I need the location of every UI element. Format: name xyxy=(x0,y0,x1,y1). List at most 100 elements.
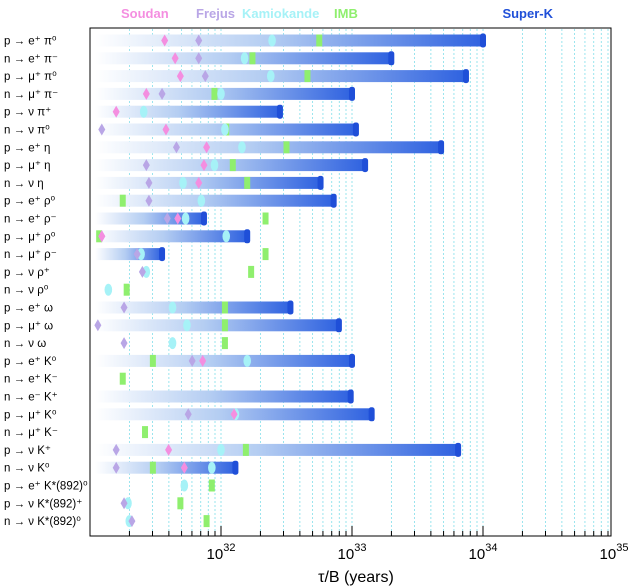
imb-limit-mark xyxy=(119,194,126,207)
frejus-limit-mark xyxy=(195,52,203,65)
superk-limit-mark xyxy=(317,175,324,190)
superk-limit-mark xyxy=(349,353,355,368)
superk-bar xyxy=(95,70,466,83)
kamiokande-limit-mark xyxy=(137,248,145,261)
soudan-limit-mark xyxy=(171,52,179,65)
kamiokande-limit-mark xyxy=(168,301,177,314)
soudan-limit-mark xyxy=(203,141,211,154)
imb-limit-mark xyxy=(316,34,323,47)
frejus-limit-mark xyxy=(112,443,120,456)
imb-limit-mark xyxy=(149,354,156,367)
x-tick-label: 1033 xyxy=(338,542,367,563)
decay-mode-row xyxy=(120,497,184,510)
decay-mode-label: p → μ⁺ ω xyxy=(4,320,53,332)
superk-bar xyxy=(95,141,442,154)
decay-mode-label: n → ν η xyxy=(4,178,44,190)
kamiokande-limit-mark xyxy=(240,52,249,65)
decay-mode-label: n → ν π⁰ xyxy=(4,125,50,137)
superk-bar xyxy=(95,230,248,243)
imb-limit-mark xyxy=(221,337,228,350)
decay-mode-row xyxy=(95,69,469,84)
kamiokande-limit-mark xyxy=(183,319,191,332)
imb-limit-mark xyxy=(304,70,311,83)
legend-imb: IMB xyxy=(334,6,358,21)
imb-limit-mark xyxy=(119,372,126,385)
x-tick-label: 1034 xyxy=(469,542,498,563)
kamiokande-limit-mark xyxy=(266,70,275,83)
decay-mode-label: p → e⁺ K*(892)⁰ xyxy=(4,481,88,493)
decay-mode-label: p → μ⁺ η xyxy=(4,160,51,172)
kamiokande-limit-mark xyxy=(243,354,251,367)
decay-mode-label: n → e⁺ K⁻ xyxy=(4,374,58,386)
frejus-limit-mark xyxy=(128,515,136,528)
decay-mode-label: n → ν ρ⁰ xyxy=(4,285,49,297)
decay-mode-label: p → e⁺ K⁰ xyxy=(4,356,57,368)
decay-mode-row xyxy=(119,372,126,385)
superk-limit-mark xyxy=(159,247,166,262)
legend: Soudan Frejus Kamiokande IMB Super-K xyxy=(121,6,554,21)
imb-limit-mark xyxy=(283,141,290,154)
kamiokande-limit-mark xyxy=(139,105,148,118)
imb-limit-mark xyxy=(221,301,228,314)
decay-mode-row xyxy=(120,337,228,350)
decay-mode-row xyxy=(95,104,283,119)
decay-mode-row xyxy=(95,300,294,315)
superk-limit-mark xyxy=(287,300,294,315)
decay-mode-row xyxy=(95,175,324,190)
imb-limit-mark xyxy=(203,515,210,528)
plot-frame xyxy=(89,27,612,537)
frejus-limit-mark xyxy=(184,408,192,421)
soudan-limit-mark xyxy=(165,443,173,456)
decay-mode-row xyxy=(95,353,355,368)
imb-limit-mark xyxy=(149,461,156,474)
superk-bar xyxy=(95,319,339,332)
superk-limit-mark xyxy=(455,442,462,457)
decay-mode-row xyxy=(95,460,239,475)
frejus-limit-mark xyxy=(158,87,166,100)
frejus-limit-mark xyxy=(120,301,128,314)
decay-mode-row xyxy=(95,140,445,155)
superk-limit-mark xyxy=(347,389,354,404)
kamiokande-limit-mark xyxy=(124,497,132,510)
frejus-limit-mark xyxy=(201,70,209,83)
kamiokande-limit-mark xyxy=(180,479,189,492)
decay-mode-rows xyxy=(94,33,486,528)
imb-limit-mark xyxy=(123,283,130,296)
decay-mode-row xyxy=(95,86,355,101)
frejus-limit-mark xyxy=(188,354,196,367)
imb-limit-mark xyxy=(262,248,269,261)
decay-mode-row xyxy=(138,265,255,278)
frejus-limit-mark xyxy=(98,123,106,136)
frejus-limit-mark xyxy=(94,319,102,332)
superk-bar xyxy=(95,390,351,403)
kamiokande-limit-mark xyxy=(104,283,113,296)
superk-limit-mark xyxy=(388,51,395,66)
decay-mode-label: n → ν K*(892)⁰ xyxy=(4,516,81,528)
kamiokande-limit-mark xyxy=(222,230,231,243)
frejus-limit-mark xyxy=(133,248,141,261)
kamiokande-limit-mark xyxy=(142,265,151,278)
superk-limit-mark xyxy=(462,69,469,84)
imb-limit-mark xyxy=(248,265,255,278)
decay-mode-label: n → e⁺ π⁻ xyxy=(4,53,58,65)
decay-mode-label: p → μ⁺ ρ⁰ xyxy=(4,231,56,243)
decay-mode-row xyxy=(180,479,215,492)
kamiokande-limit-mark xyxy=(221,123,229,136)
kamiokande-limit-mark xyxy=(217,87,225,100)
superk-limit-mark xyxy=(438,140,445,155)
decay-mode-row xyxy=(95,33,486,48)
decay-mode-row xyxy=(94,318,342,333)
decay-mode-label: n → e⁻ K⁺ xyxy=(4,392,58,404)
decay-mode-label: n → ν ω xyxy=(4,338,46,350)
imb-limit-mark xyxy=(177,497,184,510)
superk-bar xyxy=(95,443,459,456)
kamiokande-limit-mark xyxy=(197,194,206,207)
soudan-limit-mark xyxy=(162,123,170,136)
decay-mode-row xyxy=(125,515,210,528)
soudan-limit-mark xyxy=(112,105,120,118)
decay-mode-label: n → e⁺ ρ⁻ xyxy=(4,214,57,226)
imb-limit-mark xyxy=(229,159,236,172)
superk-limit-mark xyxy=(362,158,369,173)
frejus-limit-mark xyxy=(145,194,153,207)
soudan-limit-mark xyxy=(199,354,207,367)
